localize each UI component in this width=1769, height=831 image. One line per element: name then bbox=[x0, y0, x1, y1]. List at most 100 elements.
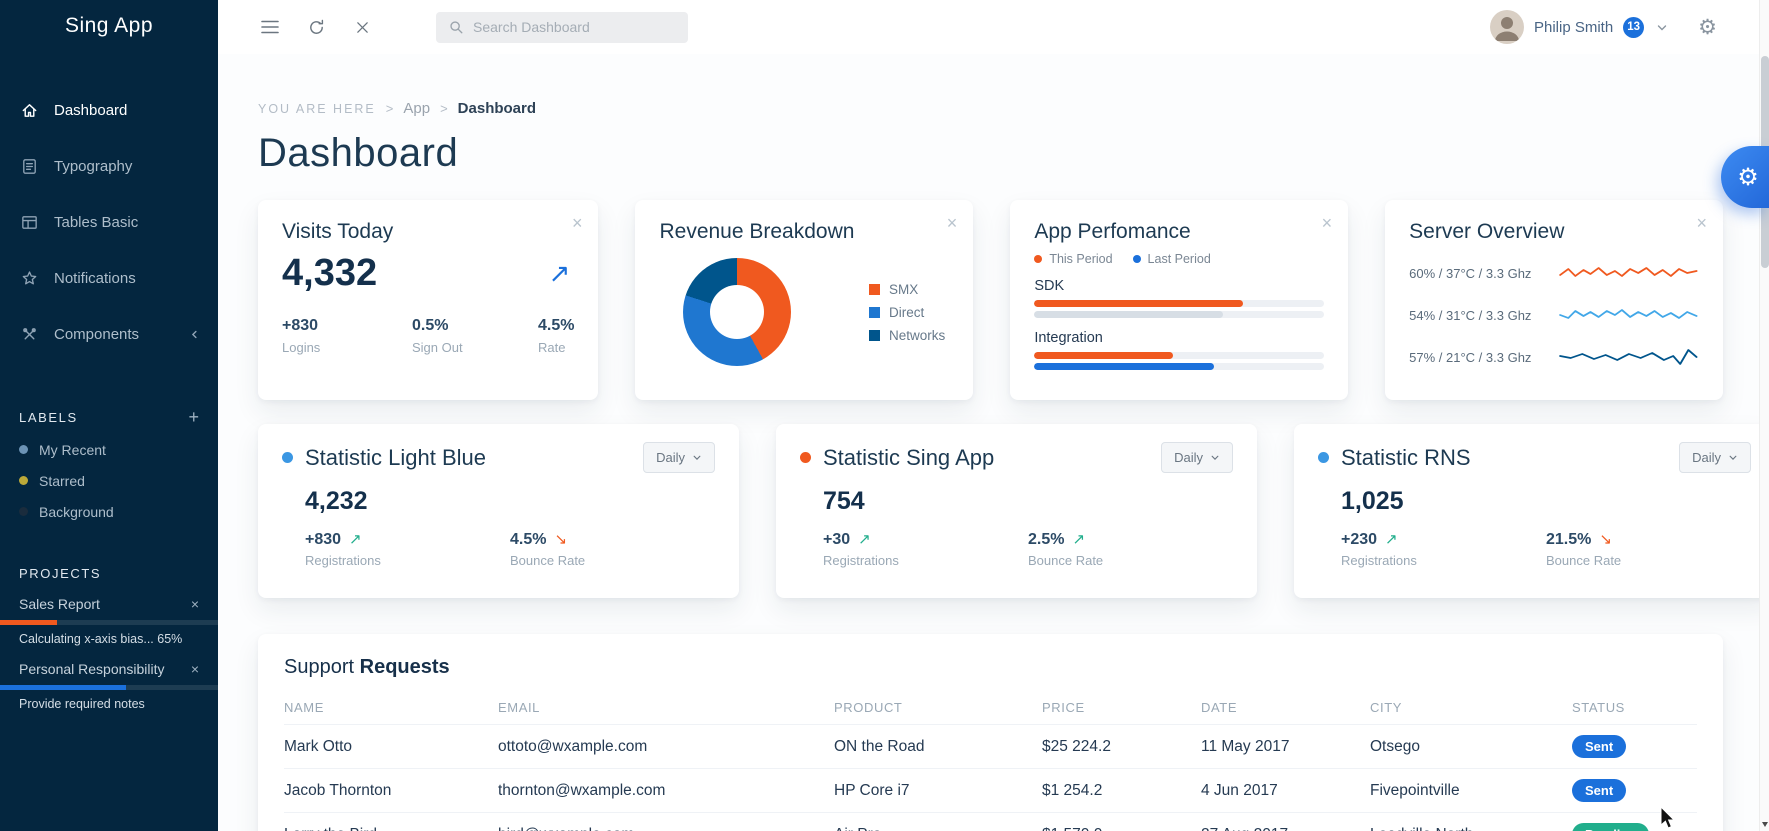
stat-label: Bounce Rate bbox=[510, 553, 586, 568]
legend-label: This Period bbox=[1049, 252, 1113, 266]
close-icon[interactable]: × bbox=[1321, 213, 1333, 233]
stat-value: 2.5% bbox=[1028, 531, 1065, 548]
legend-swatch bbox=[869, 306, 881, 318]
column-header[interactable]: PRODUCT bbox=[834, 700, 903, 715]
column-header[interactable]: STATUS bbox=[1572, 700, 1625, 715]
progress-track bbox=[1034, 311, 1325, 318]
label-text: My Recent bbox=[39, 441, 106, 458]
column-header[interactable]: PRICE bbox=[1042, 700, 1085, 715]
status-badge: Pending bbox=[1572, 823, 1650, 831]
menu-icon[interactable] bbox=[260, 17, 280, 37]
stat-bounce-rate: 2.5% ↗ Bounce Rate bbox=[1028, 530, 1233, 568]
table-row[interactable]: Mark Otto ottoto@wxample.com ON the Road… bbox=[284, 724, 1697, 769]
cell-city: Fivepointville bbox=[1370, 768, 1572, 813]
chevron-down-icon bbox=[1729, 455, 1737, 460]
scrollbar-down-arrow[interactable] bbox=[1762, 822, 1768, 827]
close-icon[interactable]: × bbox=[1696, 213, 1707, 233]
project-item-sales-report[interactable]: Sales Report × Calculating x-axis bias..… bbox=[0, 596, 218, 646]
card-title: App Perfomance bbox=[1034, 220, 1191, 243]
search-input[interactable] bbox=[473, 19, 676, 35]
visits-value: 4,332 bbox=[282, 252, 378, 294]
cell-name: Mark Otto bbox=[284, 724, 498, 769]
sidebar-item-dashboard[interactable]: Dashboard bbox=[0, 82, 218, 138]
revenue-donut-chart bbox=[683, 258, 792, 366]
stat-value: +830 bbox=[305, 531, 342, 548]
cell-product: Air Pro bbox=[834, 812, 1042, 831]
close-icon[interactable]: × bbox=[190, 661, 199, 677]
user-menu[interactable]: Philip Smith 13 bbox=[1489, 10, 1668, 44]
close-icon[interactable]: × bbox=[190, 596, 199, 612]
chevron-down-icon bbox=[1211, 455, 1219, 460]
nav-label: Notifications bbox=[54, 269, 136, 287]
breadcrumb-app[interactable]: App bbox=[403, 100, 431, 117]
legend-item: Direct bbox=[869, 305, 945, 320]
progress-track bbox=[1034, 352, 1325, 359]
stat-value: +830 bbox=[282, 317, 319, 334]
stat-bounce-rate: 4.5% ↘ Bounce Rate bbox=[510, 530, 715, 568]
label-item-my-recent[interactable]: My Recent bbox=[19, 441, 199, 458]
trend-up-icon: ↗ bbox=[548, 258, 571, 288]
close-icon[interactable] bbox=[352, 17, 372, 37]
server-overview-card: Server Overview × 60% / 37°C / 3.3 Ghz 5… bbox=[1385, 200, 1723, 400]
sidebar-item-notifications[interactable]: Notifications bbox=[0, 250, 218, 306]
table-row[interactable]: Larry the Bird bird@wxample.com Air Pro … bbox=[284, 812, 1697, 831]
cell-product: ON the Road bbox=[834, 724, 1042, 769]
visits-stat-rate: 4.5% Rate bbox=[538, 317, 574, 355]
column-header[interactable]: EMAIL bbox=[498, 700, 541, 715]
projects-title: PROJECTS bbox=[19, 566, 102, 581]
sidebar-item-components[interactable]: Components bbox=[0, 306, 218, 362]
period-select[interactable]: Daily bbox=[1679, 442, 1751, 473]
chevron-down-icon bbox=[1656, 22, 1668, 33]
legend-item: Last Period bbox=[1132, 252, 1211, 266]
close-icon[interactable]: × bbox=[946, 213, 958, 233]
column-header[interactable]: CITY bbox=[1370, 700, 1403, 715]
theme-settings-gear-icon[interactable]: ⚙ bbox=[1721, 146, 1769, 208]
period-select[interactable]: Daily bbox=[643, 442, 715, 473]
trend-icon: ↗ bbox=[858, 531, 871, 548]
close-icon[interactable]: × bbox=[571, 213, 583, 233]
card-title: Server Overview bbox=[1409, 220, 1565, 243]
column-header[interactable]: NAME bbox=[284, 700, 324, 715]
legend-item: SMX bbox=[869, 282, 945, 297]
breadcrumb-separator: > bbox=[385, 101, 394, 116]
stat-registrations: +30 ↗ Registrations bbox=[823, 530, 1028, 568]
settings-gear-icon[interactable]: ⚙ bbox=[1698, 15, 1717, 39]
label-dot bbox=[19, 507, 28, 516]
project-note: Calculating x-axis bias... 65% bbox=[19, 632, 183, 646]
progress-fill bbox=[1034, 363, 1215, 370]
project-item-personal-responsibility[interactable]: Personal Responsibility × Provide requir… bbox=[0, 661, 218, 711]
statistic-sing-app-card: Statistic Sing App Daily 754 +30 ↗ Regis… bbox=[776, 424, 1257, 598]
cell-price: $25 224.2 bbox=[1042, 724, 1201, 769]
stat-main-value: 754 bbox=[823, 487, 865, 515]
stat-main-value: 4,232 bbox=[305, 487, 368, 515]
cell-status: Sent bbox=[1572, 768, 1697, 813]
add-label-icon[interactable]: + bbox=[188, 407, 199, 427]
scrollbar-track[interactable] bbox=[1759, 0, 1769, 831]
project-progress-fill bbox=[0, 620, 57, 625]
period-select[interactable]: Daily bbox=[1161, 442, 1233, 473]
column-header[interactable]: DATE bbox=[1201, 700, 1238, 715]
label-item-background[interactable]: Background bbox=[19, 503, 199, 520]
period-label: Daily bbox=[1692, 450, 1721, 465]
cell-date: 27 Aug 2017 bbox=[1201, 812, 1370, 831]
app-title[interactable]: Sing App bbox=[64, 14, 154, 37]
progress-track bbox=[1034, 363, 1325, 370]
sidebar-item-tables-basic[interactable]: Tables Basic bbox=[0, 194, 218, 250]
sidebar-nav: Dashboard Typography Tables Basic Notifi… bbox=[0, 82, 218, 362]
server-metric-label: 57% / 21°C / 3.3 Ghz bbox=[1409, 349, 1532, 365]
revenue-legend: SMX Direct Networks bbox=[869, 274, 945, 351]
server-row: 54% / 31°C / 3.3 Ghz bbox=[1409, 302, 1699, 328]
label-item-starred[interactable]: Starred bbox=[19, 472, 199, 489]
stat-label: Rate bbox=[538, 340, 566, 355]
table-title-light: Support bbox=[284, 656, 355, 678]
legend-item: Networks bbox=[869, 328, 945, 343]
project-note: Provide required notes bbox=[19, 697, 145, 711]
sidebar-item-typography[interactable]: Typography bbox=[0, 138, 218, 194]
widgets-row-1: Visits Today × 4,332 ↗ +830 Logins 0.5% … bbox=[258, 200, 1723, 400]
cell-product: HP Core i7 bbox=[834, 768, 1042, 813]
table-row[interactable]: Jacob Thornton thornton@wxample.com HP C… bbox=[284, 768, 1697, 813]
legend-swatch bbox=[869, 329, 881, 341]
server-metric-label: 60% / 37°C / 3.3 Ghz bbox=[1409, 265, 1532, 281]
refresh-icon[interactable] bbox=[306, 17, 326, 37]
cell-email: ottoto@wxample.com bbox=[498, 724, 834, 769]
